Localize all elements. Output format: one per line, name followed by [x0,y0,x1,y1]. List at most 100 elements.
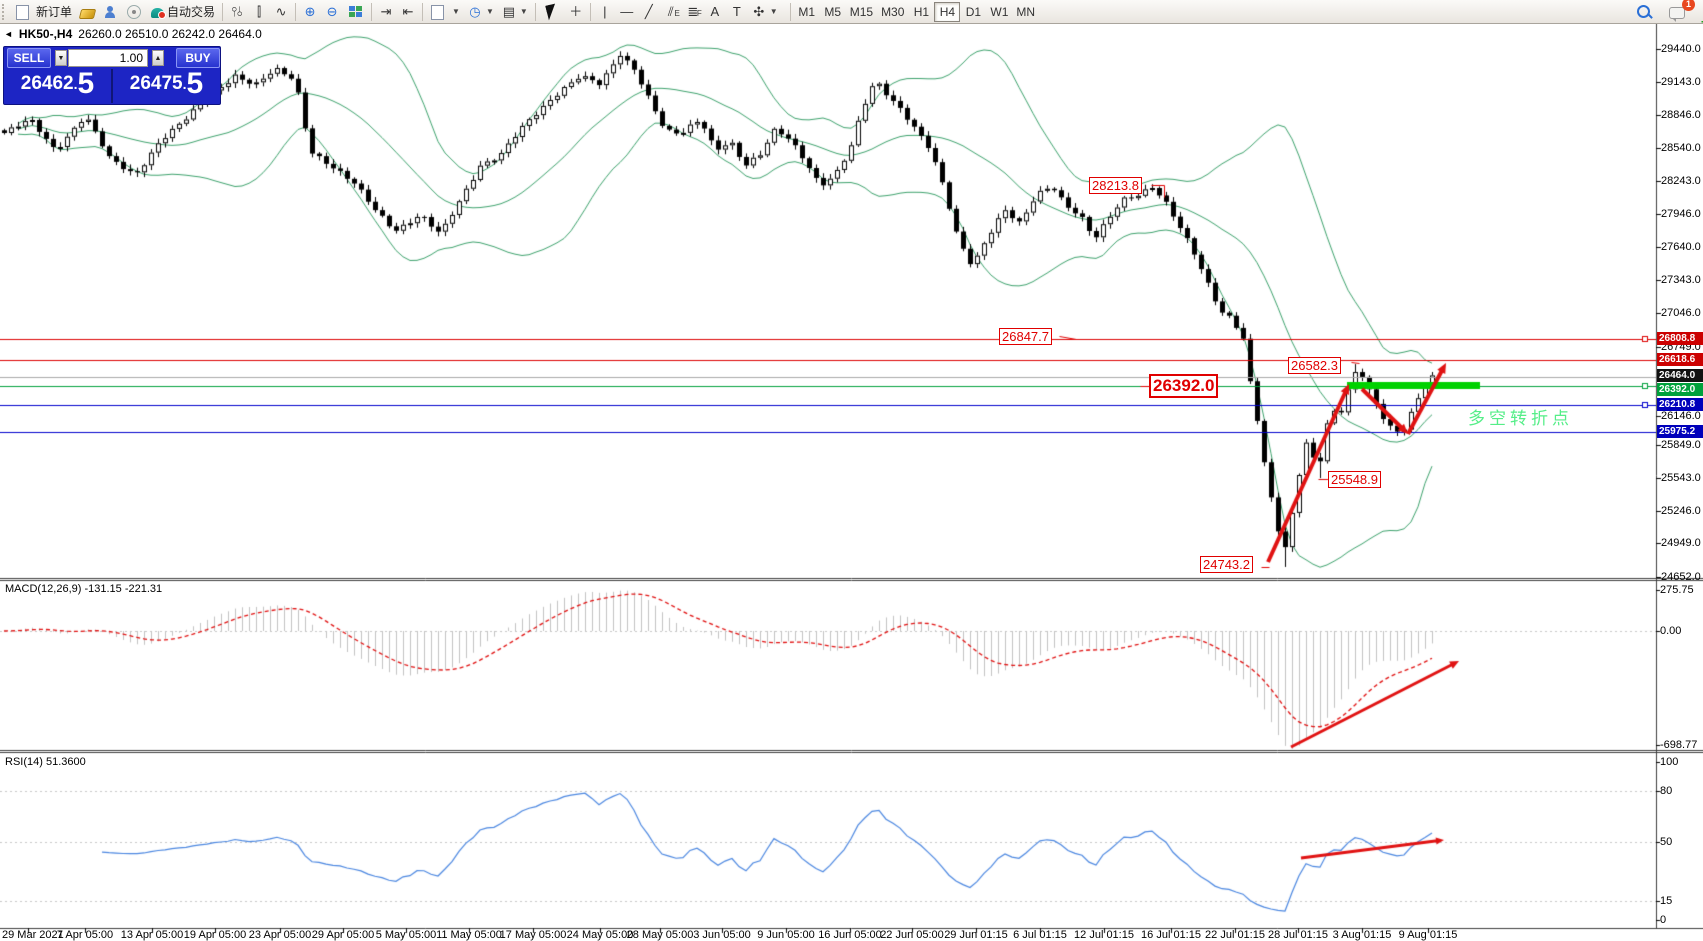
annotation-text-cn[interactable]: 多空转折点 [1468,409,1573,428]
macd-axis-label: 275.75 [1660,584,1694,596]
volume-decrease-button[interactable]: ▼ [54,50,67,66]
time-axis-label: 19 Apr 05:00 [183,929,247,941]
volume-input[interactable] [68,49,148,67]
hline-tool-button[interactable]: — [616,2,638,22]
profiles-button[interactable]: ◷ ▼ [464,2,498,22]
new-chart-button[interactable]: ▼ [426,2,464,22]
notification-badge: 1 [1682,0,1695,11]
timeframe-h1[interactable]: H1 [908,2,934,22]
signals-button[interactable] [121,2,147,22]
hline-icon: — [620,3,634,19]
timeframe-m30[interactable]: M30 [877,2,908,22]
price-callout[interactable]: 26392.0 [1149,374,1219,398]
candle-chart-icon: ⫿ [256,3,262,19]
autotrading-button[interactable]: 自动交易 [147,2,219,22]
time-axis-label: 3 Jun 05:00 [693,929,751,941]
chart-offset-icon: ⇤ [402,3,414,19]
price-axis-tag: 25975.2 [1657,425,1703,438]
notifications-button[interactable]: 1 [1665,0,1695,22]
price-callout[interactable]: 26582.3 [1288,357,1341,374]
auto-arrange-button[interactable]: ⇥ [375,2,397,22]
time-axis-label: 29 Mar 2021 [2,929,64,941]
time-axis-label: 13 Apr 05:00 [120,929,184,941]
time-axis-label: 23 Apr 05:00 [248,929,312,941]
chart-shift-button[interactable] [76,2,99,22]
tile-windows-button[interactable] [343,2,368,22]
new-order-icon [16,4,29,20]
timeframe-w1[interactable]: W1 [986,2,1012,22]
crayon-icon [78,8,97,19]
search-button[interactable] [1632,2,1655,22]
collapse-arrow-icon[interactable]: ◄ [4,29,13,39]
shapes-tool-button[interactable]: ✣ ▼ [748,2,782,22]
ohlc-values: 26260.0 26510.0 26242.0 26464.0 [78,27,262,41]
chart-title: ◄ HK50-,H4 26260.0 26510.0 26242.0 26464… [4,27,262,41]
timeframe-mn[interactable]: MN [1012,2,1039,22]
price-axis-label: 27046.0 [1661,307,1701,319]
bar-chart-button[interactable]: ⫯⫰ [226,2,248,22]
timeframe-m15[interactable]: M15 [846,2,877,22]
cursor-tool-button[interactable] [539,2,565,22]
timeframe-d1[interactable]: D1 [960,2,986,22]
time-axis-label: 3 Aug 01:15 [1332,929,1392,941]
new-chart-icon [431,4,445,20]
channel-tool-button[interactable]: ⫽ E [660,2,682,22]
one-click-trading-panel: SELL ▼ ▲ BUY 26462.5 26475.5 [3,46,221,105]
rsi-axis-label: 100 [1660,756,1679,768]
volume-increase-button[interactable]: ▲ [152,50,165,66]
buy-button[interactable]: BUY [176,48,220,68]
time-axis-label: 28 May 05:00 [626,929,694,941]
sell-button[interactable]: SELL [7,48,51,68]
label-tool-button[interactable]: T [726,2,748,22]
toolbar: 新订单 自动交易 ⫯⫰ ⫿ ∿ ⊕ ⊖ ⇥ ⇤ ▼ ◷▼ ▤▼ [0,0,1703,24]
candle-chart-button[interactable]: ⫿ [248,2,270,22]
zoom-out-button[interactable]: ⊖ [321,2,343,22]
cursor-icon [545,3,559,20]
price-callout[interactable]: 28213.8 [1089,177,1142,194]
trendline-tool-button[interactable]: ╱ [638,2,660,22]
autotrading-label: 自动交易 [167,5,216,19]
price-callout[interactable]: 25548.9 [1328,471,1381,488]
vline-tool-button[interactable]: | [594,2,616,22]
line-chart-button[interactable]: ∿ [270,2,292,22]
timeframe-bar: M1 M5 M15 M30 H1 H4 D1 W1 MN [794,1,1039,22]
price-callout[interactable]: 24743.2 [1200,556,1253,573]
rsi-axis-label: 0 [1660,914,1667,926]
text-icon: A [710,3,720,19]
toolbar-grip[interactable] [2,3,9,20]
fibonacci-tool-button[interactable]: ≣ F [682,2,704,22]
price-axis-label: 25543.0 [1661,472,1701,484]
templates-button[interactable]: ▤ ▼ [498,2,532,22]
price-axis-label: 24949.0 [1661,537,1701,549]
chart-offset-button[interactable]: ⇤ [397,2,419,22]
time-axis-label: 16 Jul 01:15 [1141,929,1201,941]
crosshair-tool-button[interactable]: ＋ [565,2,587,22]
rsi-axis-label: 50 [1660,836,1673,848]
sell-price[interactable]: 26462.5 [4,69,113,103]
channel-icon: ⫽ E [667,3,680,19]
price-axis-tag: 26808.8 [1657,332,1703,345]
timeframe-h4[interactable]: H4 [934,1,961,22]
time-axis-label: 24 May 05:00 [566,929,634,941]
text-tool-button[interactable]: A [704,2,726,22]
label-icon: T [732,3,741,19]
macd-label: MACD(12,26,9) -131.15 -221.31 [5,583,163,595]
macd-axis-label: -698.77 [1660,739,1698,751]
rsi-axis-label: 15 [1660,895,1673,907]
timeframe-m1[interactable]: M1 [794,2,820,22]
price-callout[interactable]: 26847.7 [999,328,1052,345]
new-order-button[interactable]: 新订单 [11,2,76,22]
profile-button[interactable] [99,2,121,22]
zoom-in-button[interactable]: ⊕ [299,2,321,22]
price-axis-tag: 26618.6 [1657,353,1703,366]
price-axis-label: 26146.0 [1661,410,1701,422]
time-axis-label: 16 Jun 05:00 [818,929,882,941]
tile-windows-icon [349,6,363,17]
timeframe-m5[interactable]: M5 [820,2,846,22]
buy-price[interactable]: 26475.5 [129,67,204,100]
price-axis-label: 29440.0 [1661,43,1701,55]
time-axis-label: 29 Apr 05:00 [311,929,375,941]
clock-icon: ◷ [469,3,481,19]
